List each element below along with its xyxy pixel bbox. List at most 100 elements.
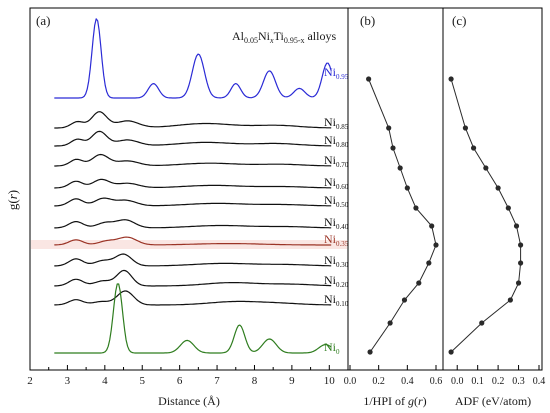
series-label-ni050: Ni0.50	[324, 193, 349, 209]
series-label-element: Ni	[324, 193, 337, 207]
data-point-030	[426, 260, 432, 266]
gr-curve-ni0	[54, 283, 332, 354]
series-label-subscript: 0.60	[336, 183, 349, 191]
x-tick-label: 0.3	[512, 376, 525, 387]
panel-c-points	[448, 76, 524, 355]
gr-curve-ni085	[54, 111, 332, 129]
data-point-020	[416, 280, 422, 286]
series-label-subscript: 0.40	[336, 223, 349, 231]
series-label-subscript: 0.70	[336, 161, 349, 169]
panel-a-x-axis-label: Distance (Å)	[158, 394, 220, 408]
series-label-element: Ni	[324, 133, 337, 147]
series-label-element: Ni	[324, 153, 337, 167]
panel-a-curves	[31, 18, 347, 354]
panel-b-x-ticks: 0.0 0.2 0.4 0.6	[344, 365, 443, 387]
data-point-070	[397, 165, 403, 171]
data-point-050	[505, 205, 511, 211]
panel-a-y-axis-label: g(r)	[5, 190, 20, 210]
ylabel-close: )	[5, 190, 20, 194]
series-label-element: Ni	[324, 215, 337, 229]
gr-curve-ni095	[54, 18, 332, 99]
gr-curve-ni030	[54, 253, 332, 267]
series-label-subscript: 0.10	[336, 300, 349, 308]
panel-a-x-ticks: 2 3 4 5 6 7 8 9 10	[27, 365, 335, 387]
x-tick-label: 0.1	[471, 376, 484, 387]
series-label-subscript: 0.80	[336, 141, 349, 149]
x-tick-label: 3	[65, 375, 71, 387]
panel-a-frame	[29, 7, 349, 371]
title-ni: Ni	[258, 29, 271, 43]
data-point-080	[470, 145, 477, 151]
panel-b-frame	[347, 7, 444, 371]
series-label-subscript: 0.20	[336, 281, 349, 289]
series-label-ni085: Ni0.85	[324, 115, 349, 131]
data-point-070	[483, 165, 489, 171]
title-ni-sub: x	[269, 36, 274, 45]
series-label-subscript: 0.95	[336, 73, 349, 81]
data-point-0	[367, 349, 373, 355]
data-point-095	[366, 76, 372, 82]
series-label-element: Ni	[324, 340, 337, 354]
data-point-040	[429, 223, 435, 229]
x-tick-label: 0.2	[372, 376, 385, 387]
data-point-050	[413, 205, 419, 211]
b-xlabel-main: 1/HPI of	[363, 394, 408, 408]
data-point-0	[448, 349, 454, 355]
title-al: Al	[232, 29, 245, 43]
series-label-ni040: Ni0.40	[324, 215, 349, 231]
gr-curve-ni010	[54, 290, 332, 306]
data-point-040	[513, 223, 520, 229]
title-ti: Ti	[274, 29, 285, 43]
x-tick-label: 0.4	[401, 376, 414, 387]
panel-a: (a) Al0.05NixTi0.95-x alloys Ni0.95Ni0.8…	[5, 7, 349, 408]
panel-a-title: Al0.05NixTi0.95-x alloys	[232, 29, 336, 45]
data-point-095	[448, 76, 454, 82]
series-label-subscript: 0.35	[336, 240, 349, 248]
panel-c-frame	[442, 7, 543, 371]
panel-b-series-line	[368, 78, 437, 353]
series-label-subscript: 0	[336, 348, 340, 356]
data-point-035	[518, 242, 524, 248]
series-label-ni010: Ni0.10	[324, 292, 349, 308]
gr-curve-ni050	[54, 197, 332, 207]
series-label-element: Ni	[324, 175, 337, 189]
panel-b-points	[366, 76, 439, 355]
x-tick-label: 9	[289, 375, 295, 387]
panel-a-series-labels: Ni0.95Ni0.85Ni0.80Ni0.70Ni0.60Ni0.50Ni0.…	[324, 65, 349, 356]
x-tick-label: 4	[102, 375, 108, 387]
series-label-ni030: Ni0.30	[324, 253, 349, 269]
data-point-010	[401, 297, 408, 303]
series-label-ni020: Ni0.20	[324, 273, 349, 289]
x-tick-label: 0.0	[344, 376, 357, 387]
data-point-005	[387, 320, 393, 326]
x-tick-label: 5	[139, 375, 145, 387]
panel-a-label: (a)	[36, 13, 50, 28]
data-point-020	[515, 280, 522, 286]
panel-b-x-axis-label: 1/HPI of g(r)	[363, 394, 426, 408]
series-label-subscript: 0.30	[336, 261, 349, 269]
x-tick-label: 0.6	[430, 376, 443, 387]
panel-b-label: (b)	[360, 13, 375, 28]
panel-b: (b) 0.0 0.2 0.4 0.6 1/HPI of g(r)	[344, 7, 444, 408]
b-xlabel-close: )	[423, 394, 427, 408]
series-label-subscript: 0.50	[336, 201, 349, 209]
data-point-030	[518, 260, 524, 266]
series-label-ni070: Ni0.70	[324, 153, 349, 169]
gr-curve-ni035	[54, 236, 332, 246]
b-xlabel-open: (	[414, 394, 418, 408]
series-label-ni060: Ni0.60	[324, 175, 349, 191]
title-al-sub: 0.05	[244, 36, 258, 45]
b-xlabel-r: r	[418, 394, 423, 408]
series-label-element: Ni	[324, 232, 337, 246]
data-point-085	[386, 125, 392, 131]
series-label-ni035: Ni0.35	[324, 232, 349, 248]
data-point-010	[507, 297, 513, 303]
x-tick-label: 0.2	[492, 376, 505, 387]
x-tick-label: 10	[324, 375, 336, 387]
series-label-element: Ni	[324, 292, 337, 306]
series-label-element: Ni	[324, 115, 337, 129]
series-label-ni080: Ni0.80	[324, 133, 349, 149]
series-label-element: Ni	[324, 65, 337, 79]
b-xlabel-g: g	[408, 394, 414, 408]
